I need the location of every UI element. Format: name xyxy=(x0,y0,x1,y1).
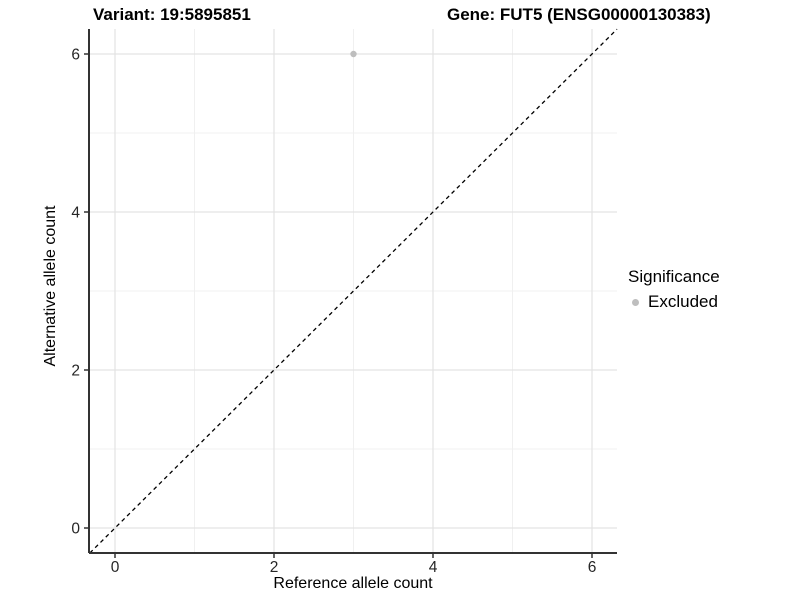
x-axis-title: Reference allele count xyxy=(273,575,433,592)
plot-title-variant: Variant: 19:5895851 xyxy=(93,5,251,24)
legend-item-label: Excluded xyxy=(648,292,718,311)
x-tick-label: 4 xyxy=(429,559,438,576)
y-tick-label: 4 xyxy=(71,205,80,222)
y-tick-label: 6 xyxy=(71,47,80,64)
legend-significance: Significance Excluded xyxy=(628,266,720,312)
x-tick-label: 2 xyxy=(270,559,279,576)
y-tick-label: 2 xyxy=(71,363,80,380)
data-point xyxy=(350,50,357,58)
gridlines-layer xyxy=(89,29,617,553)
legend-title: Significance xyxy=(628,267,720,286)
legend-item-excluded: Excluded xyxy=(628,292,720,312)
identity-dashed-line xyxy=(89,28,618,554)
y-tick-label: 0 xyxy=(71,521,80,538)
y-axis-title: Alternative allele count xyxy=(42,205,59,367)
x-tick-label: 6 xyxy=(588,559,597,576)
x-tick-label: 0 xyxy=(111,559,120,576)
marks-layer xyxy=(89,28,618,554)
plot-title-gene: Gene: FUT5 (ENSG00000130383) xyxy=(447,5,711,24)
excluded-point-icon xyxy=(632,298,639,306)
axes-layer: 0 2 4 6 0 2 4 6 xyxy=(71,29,617,576)
